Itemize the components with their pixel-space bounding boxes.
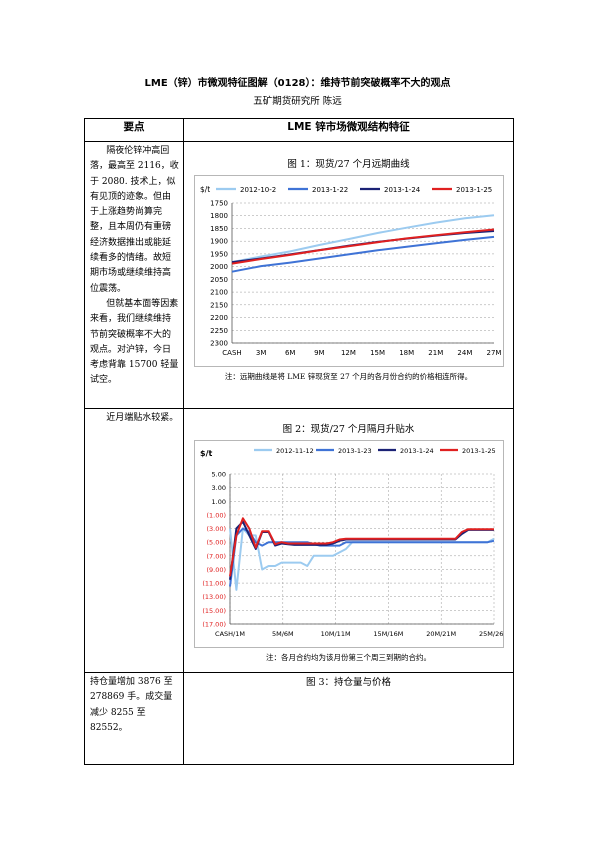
y-tick-label: (15.00) <box>202 607 226 615</box>
y-tick-label: (3.00) <box>206 525 226 533</box>
chart-cell: 图 1：现货/27 个月远期曲线 $/t 1750 1800 1850 1900 1950… <box>183 141 514 409</box>
x-tick-label: 15M/16M <box>373 630 403 638</box>
y-axis-label: $/t <box>200 185 210 194</box>
chart-cell: 图 3：持仓量与价格 <box>183 672 514 765</box>
y-tick-label: 2200 <box>210 314 228 322</box>
y-tick-label: (13.00) <box>202 593 226 601</box>
y-tick-label: 1.00 <box>211 498 225 506</box>
table-row: 隔夜伦锌冲高回落，最高至 2116，收于 2080. 技术上，似有见顶的迹象。但… <box>84 141 514 409</box>
legend-label: 2013-1-23 <box>338 447 372 455</box>
x-tick-label: 10M/11M <box>320 630 350 638</box>
y-tick-label: 1800 <box>210 212 228 220</box>
x-tick-label: 3M <box>255 349 266 357</box>
x-tick-label: 18M <box>399 349 414 357</box>
y-tick-label: 1900 <box>210 238 228 246</box>
y-tick-label: (11.00) <box>202 580 226 588</box>
legend-label: 2013-1-25 <box>456 186 492 194</box>
key-point-paragraph: 但就基本面等因素来看，我们继续维持节前突破概率不大的观点。对沪锌，今日考虑背靠 … <box>90 298 179 386</box>
x-tick-label: 12M <box>340 349 355 357</box>
x-tick-label: 27M <box>486 349 501 357</box>
legend-label: 2013-1-22 <box>312 186 348 194</box>
chart-frame <box>193 440 504 648</box>
column-header-structure: LME 锌市场微观结构特征 <box>183 118 514 142</box>
legend-label: 2013-1-24 <box>384 186 421 194</box>
x-tick-label: 6M <box>284 349 295 357</box>
x-tick-label: CASH/1M <box>215 630 245 638</box>
spread-chart: $/t 5.00 3.00 1.00 (1.00) (3.00) (5.00) (7.00) (… <box>193 440 504 648</box>
x-tick-label: 21M <box>428 349 443 357</box>
legend-label: 2013-1-24 <box>400 447 434 455</box>
document-subtitle: 五矿期货研究所 陈远 <box>253 96 342 107</box>
series-line-2012-10-2 <box>231 214 494 264</box>
x-tick-label: 15M <box>370 349 385 357</box>
chart-title: 图 3：持仓量与价格 <box>305 677 392 688</box>
column-header-key-points: 要点 <box>84 118 184 142</box>
key-points-cell: 隔夜伦锌冲高回落，最高至 2116，收于 2080. 技术上，似有见顶的迹象。但… <box>84 141 184 409</box>
y-tick-label: 2250 <box>210 327 228 335</box>
legend-label: 2012-10-2 <box>240 186 276 194</box>
key-points-cell: 近月端贴水较紧。 <box>84 408 184 673</box>
series-line-2013-1-25 <box>228 517 494 577</box>
analysis-table: 要点 LME 锌市场微观结构特征 隔夜伦锌冲高回落，最高至 2116，收于 20… <box>84 118 514 765</box>
y-tick-label: 2000 <box>210 263 228 271</box>
y-tick-label: 2100 <box>210 289 228 297</box>
y-tick-label: 1750 <box>210 200 228 208</box>
x-tick-label: 5M/6M <box>271 630 293 638</box>
key-points-cell: 持仓量增加 3876 至 278869 手。成交量减少 8255 至 82552… <box>84 672 184 765</box>
y-axis-label: $/t <box>200 449 212 458</box>
y-tick-label: 2150 <box>210 301 228 309</box>
x-tick-label: 24M <box>457 349 472 357</box>
series-line-2013-1-22 <box>231 235 494 273</box>
y-tick-label: (5.00) <box>206 539 226 547</box>
chart-note: 注：远期曲线是将 LME 锌现货至 27 个月的各月份合约的价格相连所得。 <box>224 372 473 381</box>
table-row: 持仓量增加 3876 至 278869 手。成交量减少 8255 至 82552… <box>84 672 514 765</box>
y-tick-label: 1950 <box>210 250 228 258</box>
y-tick-label: 3.00 <box>211 484 225 492</box>
chart-title: 图 2：现货/27 个月隔月升贴水 <box>282 424 415 435</box>
chart-title: 图 1：现货/27 个月远期曲线 <box>287 159 410 170</box>
series-line-2013-1-25 <box>231 228 494 265</box>
legend-label: 2012-11-12 <box>276 447 314 455</box>
key-point-paragraph: 持仓量增加 3876 至 278869 手。成交量减少 8255 至 82552… <box>90 677 173 733</box>
key-point-paragraph: 近月端贴水较紧。 <box>106 413 179 423</box>
key-point-paragraph: 隔夜伦锌冲高回落，最高至 2116，收于 2080. 技术上，似有见顶的迹象。但… <box>90 146 179 294</box>
document-title: LME（锌）市微观特征图解（0128）：维持节前突破概率不大的观点 <box>144 78 451 89</box>
x-tick-label: 9M <box>314 349 325 357</box>
y-tick-label: (7.00) <box>206 552 226 560</box>
y-tick-label: 5.00 <box>211 471 225 479</box>
y-tick-label: (9.00) <box>206 566 226 574</box>
chart-cell: 图 2：现货/27 个月隔月升贴水 $/t 5.00 3.00 1.00 (1.00) (… <box>183 408 514 673</box>
x-tick-label: CASH <box>222 349 241 357</box>
y-tick-label: 2050 <box>210 276 228 284</box>
chart-note: 注：各月合约均为该月份第三个周三到期的合约。 <box>266 653 431 662</box>
chart-frame <box>193 175 504 367</box>
legend-label: 2013-1-25 <box>462 447 496 455</box>
y-tick-label: (1.00) <box>206 511 226 519</box>
y-tick-label: 1850 <box>210 225 228 233</box>
x-tick-label: 20M/21M <box>426 630 456 638</box>
table-header-row: 要点 LME 锌市场微观结构特征 <box>84 118 514 142</box>
table-row: 近月端贴水较紧。 图 2：现货/27 个月隔月升贴水 $/t 5.00 3.00 1.… <box>84 408 514 673</box>
y-tick-label: 2300 <box>210 340 228 348</box>
x-tick-label: 25M/26M <box>479 630 504 638</box>
y-tick-label: (17.00) <box>202 621 226 629</box>
